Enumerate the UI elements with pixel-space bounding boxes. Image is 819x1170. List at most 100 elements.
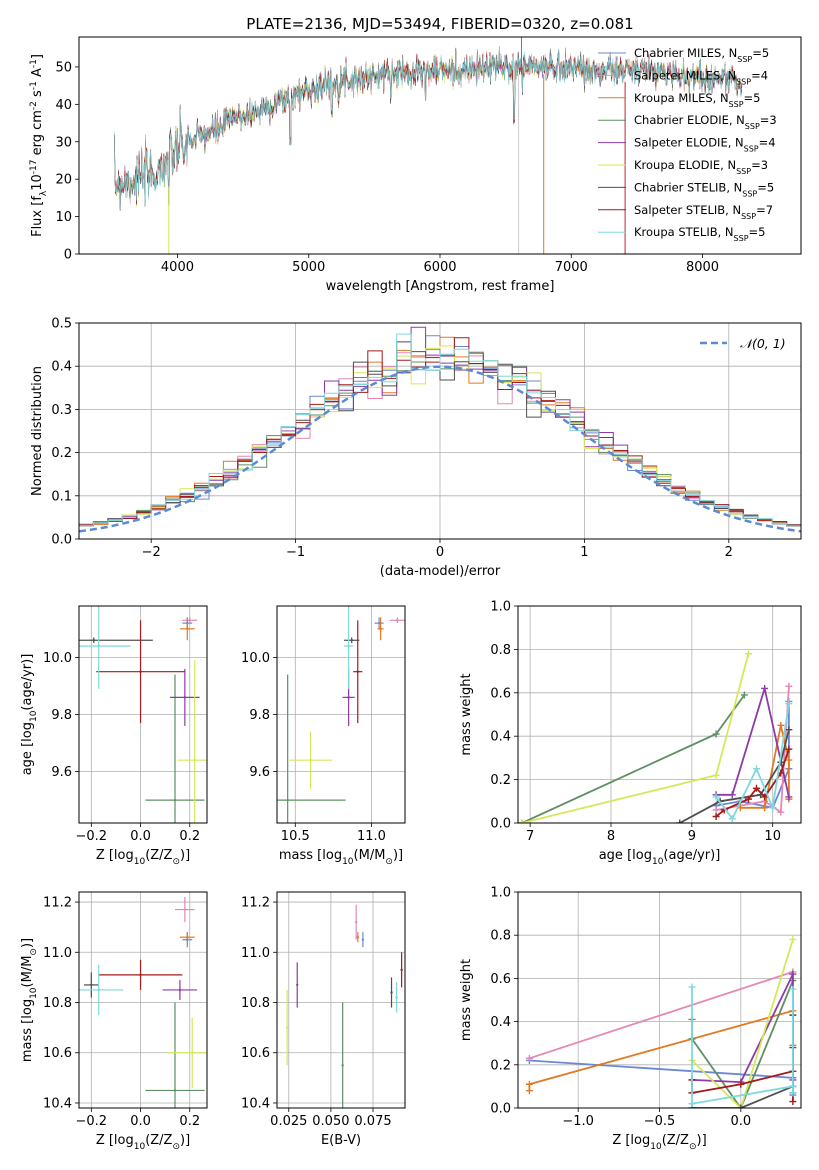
axes-frame (276, 891, 406, 1109)
axes-frame (78, 891, 208, 1109)
y-axis-label: mass weight (459, 959, 474, 1041)
x-tick-label: −1 (286, 545, 305, 560)
plot-area-mass_vs_EBV (285, 904, 403, 1108)
weight-marker (753, 765, 761, 773)
x-tick-label: 0.0 (130, 1114, 151, 1129)
y-tick-label: 10.0 (241, 651, 270, 666)
data-point (309, 758, 312, 762)
data-point (173, 798, 177, 802)
data-point (361, 938, 365, 941)
y-tick-label: 0.0 (490, 817, 511, 832)
weight-marker (789, 985, 797, 993)
weight-marker (525, 1080, 533, 1088)
x-axis-label: Z [log10(Z/Z⊙)] (96, 848, 190, 867)
x-axis-label: mass [log10(M/M⊙)] (279, 848, 403, 867)
weight-series-3 (521, 694, 746, 823)
y-tick-label: 50 (55, 60, 72, 75)
x-tick-label: 2 (725, 545, 733, 560)
y-tick-label: 0.4 (490, 1015, 511, 1030)
x-axis-label: (data-model)/error (380, 564, 501, 579)
weight-marker (744, 650, 752, 658)
axes-frame (517, 605, 802, 824)
data-point (186, 627, 189, 631)
x-tick-label: 6000 (423, 260, 456, 275)
panel-age_vs_mass: 10.5 11.0 9.6 9.8 10.0 mass [log10(M/M⊙)] (241, 605, 406, 867)
y-tick-label: 1.0 (490, 600, 511, 615)
plot-area-weight_vs_age (518, 650, 793, 823)
data-point (347, 644, 350, 648)
y-tick-label: 0.2 (51, 446, 72, 461)
spectrum-legend: Chabrier MILES, NSSP=5 Salpeter MILES, NS… (598, 46, 777, 243)
weight-marker (740, 691, 748, 699)
weight-marker (688, 1100, 696, 1108)
weight-marker (737, 1104, 745, 1108)
histogram-5 (79, 345, 801, 527)
x-tick-label: 0 (436, 545, 444, 560)
y-tick-label: 0.4 (490, 730, 511, 745)
spectrum-line-8 (114, 49, 743, 210)
y-tick-label: 10.6 (43, 1046, 72, 1061)
y-tick-label: 0.6 (490, 686, 511, 701)
x-tick-label: 4000 (161, 260, 194, 275)
data-point (183, 908, 187, 911)
weight-marker (761, 684, 769, 692)
weight-series-4 (716, 684, 790, 798)
x-tick-label: 9 (688, 829, 696, 844)
weight-marker (712, 771, 720, 779)
x-tick-label: −0.2 (76, 1114, 108, 1129)
data-point (390, 991, 393, 994)
x-tick-label: 8000 (686, 260, 719, 275)
y-tick-label: 11.0 (241, 946, 270, 961)
axes-frame (78, 322, 802, 540)
x-tick-label: 7000 (555, 260, 588, 275)
legend-label: Salpeter ELODIE, NSSP=4 (634, 136, 776, 154)
y-tick-label: 0.8 (490, 929, 511, 944)
data-point (139, 973, 142, 977)
y-axis-label: mass [log10(M/M⊙)] (20, 938, 39, 1062)
legend-label: Kroupa ELODIE, NSSP=3 (634, 158, 768, 176)
axes-frame (276, 605, 406, 824)
x-tick-label: −0.5 (644, 1114, 676, 1129)
weight-marker (712, 806, 720, 814)
panel-mass_vs_EBV: 0.025 0.050 0.075 10.4 10.6 10.8 11.0 11.2 E(B-V… (241, 891, 406, 1148)
data-point (92, 639, 95, 642)
y-tick-label: 0.2 (490, 773, 511, 788)
legend-label: Chabrier ELODIE, NSSP=3 (634, 113, 777, 131)
y-tick-label: 11.2 (241, 896, 270, 911)
weight-marker (525, 1087, 533, 1095)
weight-marker (789, 970, 797, 978)
data-point (377, 621, 381, 625)
x-tick-label: 0.075 (354, 1114, 391, 1129)
y-tick-label: 9.8 (51, 708, 72, 723)
weight-marker (785, 793, 793, 801)
y-tick-label: 0.4 (51, 360, 72, 375)
legend-label: Salpeter MILES, NSSP=4 (634, 68, 768, 86)
y-axis-label: Normed distribution (30, 366, 45, 496)
weight-marker (785, 756, 793, 764)
data-point (400, 968, 403, 972)
weight-marker (761, 804, 769, 812)
y-tick-label: 9.6 (249, 765, 270, 780)
y-tick-label: 1.0 (490, 886, 511, 901)
x-tick-label: 7 (526, 829, 534, 844)
data-point (341, 1064, 344, 1067)
weight-marker (737, 1080, 745, 1088)
data-point (286, 798, 289, 802)
data-point (296, 983, 299, 987)
data-point (173, 1089, 177, 1092)
data-point (183, 696, 187, 699)
weight-marker (785, 682, 793, 690)
y-tick-label: 9.8 (249, 708, 270, 723)
y-tick-label: 10.8 (43, 996, 72, 1011)
histogram-legend: 𝒩(0, 1) (700, 336, 786, 351)
data-point (191, 1051, 194, 1054)
weight-marker (728, 791, 736, 799)
axes-frame (78, 36, 802, 255)
plot-area-age_vs_mass (277, 606, 405, 823)
legend-label: Salpeter STELIB, NSSP=7 (634, 203, 773, 221)
x-tick-label: −2 (142, 545, 161, 560)
panel-weight_vs_Z: −1.0 −0.5 0.0 0.0 0.2 0.4 0.6 0.8 1.0 Z [log10(Z/… (459, 886, 802, 1152)
weight-marker (525, 1054, 533, 1062)
data-point (347, 696, 350, 699)
y-tick-label: 30 (55, 135, 72, 150)
